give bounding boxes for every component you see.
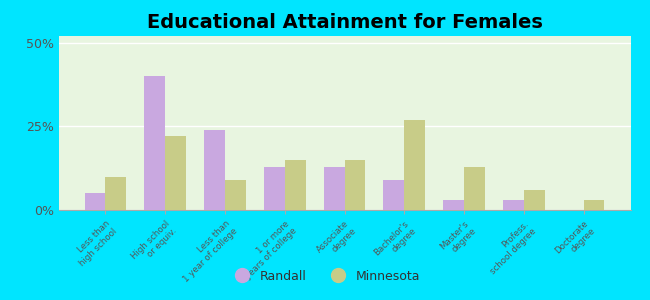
Bar bbox=[225, 180, 246, 210]
Bar bbox=[584, 200, 605, 210]
Bar bbox=[204, 130, 225, 210]
Bar bbox=[165, 136, 186, 210]
Bar bbox=[404, 120, 425, 210]
Bar bbox=[144, 76, 165, 210]
Bar bbox=[264, 167, 285, 210]
Bar bbox=[344, 160, 365, 210]
Bar bbox=[324, 167, 344, 210]
Legend: Randall, Minnesota: Randall, Minnesota bbox=[225, 265, 425, 288]
Title: Educational Attainment for Females: Educational Attainment for Females bbox=[146, 13, 543, 32]
Bar bbox=[464, 167, 485, 210]
Bar bbox=[105, 176, 126, 210]
Bar bbox=[443, 200, 464, 210]
Bar bbox=[384, 180, 404, 210]
Bar bbox=[524, 190, 545, 210]
Bar bbox=[84, 193, 105, 210]
Bar bbox=[285, 160, 306, 210]
Bar bbox=[503, 200, 524, 210]
